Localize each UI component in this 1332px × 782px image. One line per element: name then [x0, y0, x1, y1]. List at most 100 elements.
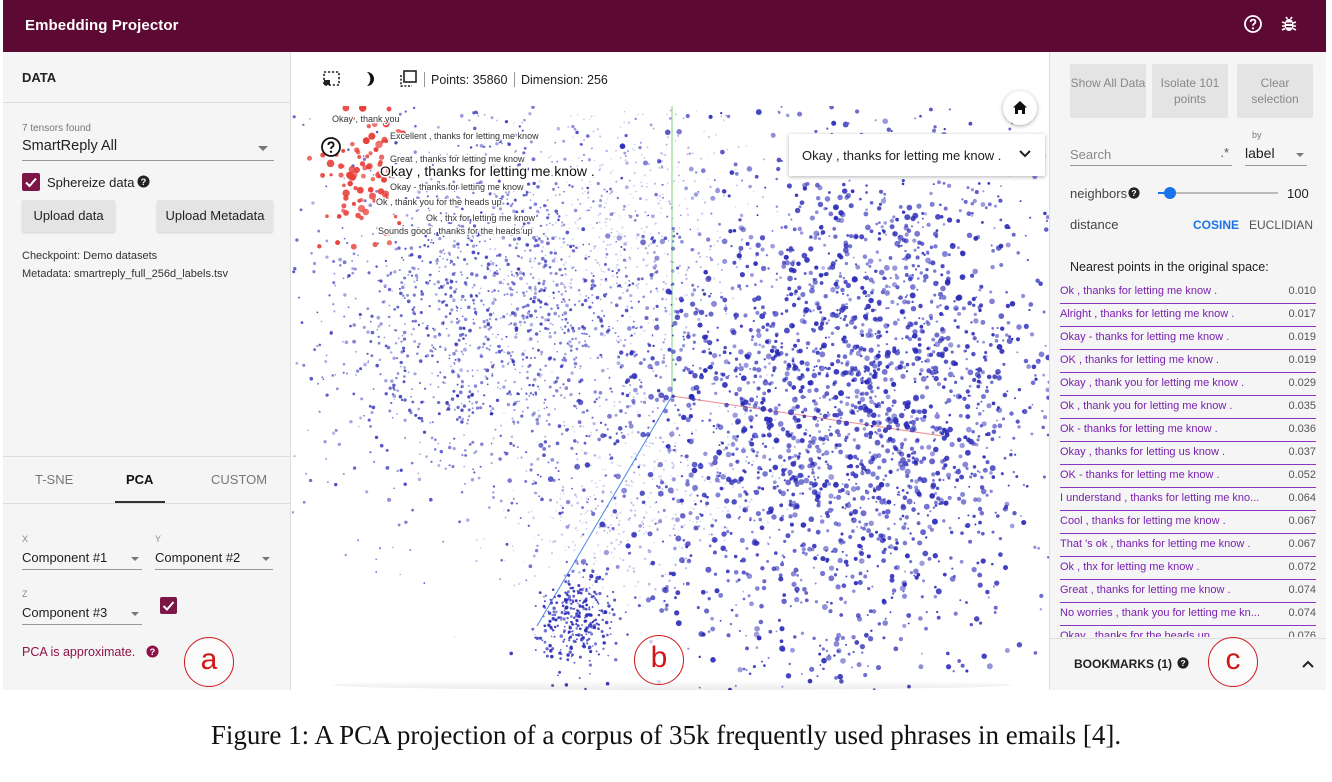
tensor-select[interactable]: SmartReply All [22, 137, 274, 161]
data-point [931, 431, 935, 435]
y-axis-label: Y [155, 534, 162, 544]
data-point [629, 498, 632, 501]
tab-tsne[interactable]: T-SNE [35, 472, 74, 487]
data-point [482, 346, 484, 349]
data-point [409, 246, 414, 250]
data-point [588, 255, 590, 258]
data-point [876, 206, 882, 211]
data-point [343, 177, 346, 180]
selection-mode-icon[interactable] [323, 71, 340, 86]
bug-report-icon[interactable] [1279, 14, 1299, 34]
data-point [511, 360, 516, 364]
data-point [571, 599, 574, 602]
data-point [448, 253, 451, 256]
scatter-plot-canvas[interactable]: Okay , thank you Excellent , thanks for … [292, 106, 1049, 690]
data-point [948, 526, 952, 530]
x-component-select[interactable]: Component #1 [22, 548, 142, 570]
data-point [568, 626, 572, 630]
help-icon[interactable] [1243, 14, 1263, 34]
data-point [587, 631, 590, 634]
data-point [390, 401, 393, 405]
data-point [696, 390, 701, 395]
data-point [505, 256, 507, 258]
tab-custom[interactable]: CUSTOM [211, 472, 268, 487]
sphereize-checkbox[interactable] [22, 173, 40, 191]
data-point [677, 529, 679, 531]
data-point [947, 495, 952, 500]
data-point [761, 521, 763, 524]
data-point [653, 260, 656, 263]
data-point [668, 451, 671, 454]
data-point [499, 229, 502, 233]
data-point [745, 241, 750, 246]
data-point [393, 487, 395, 489]
data-point [580, 634, 583, 637]
data-point [596, 182, 600, 186]
labels-3d-icon[interactable] [400, 70, 417, 87]
data-point [546, 224, 548, 226]
data-point [923, 322, 926, 325]
data-point [398, 394, 403, 399]
data-point [581, 344, 585, 348]
data-point [466, 518, 470, 522]
data-point [817, 371, 822, 376]
data-point [628, 283, 631, 287]
data-point [406, 299, 411, 304]
z-component-select[interactable]: Component #3 [22, 603, 142, 625]
z-component-checkbox[interactable] [160, 597, 177, 614]
data-point [662, 468, 665, 471]
data-point [456, 242, 460, 246]
data-point [507, 363, 509, 365]
data-point [471, 411, 475, 414]
data-point [845, 490, 850, 495]
upload-data-button[interactable]: Upload data [22, 200, 115, 232]
data-point [926, 514, 930, 517]
night-mode-icon[interactable] [364, 71, 378, 87]
data-point [437, 442, 440, 445]
data-point [461, 294, 465, 299]
data-point [850, 410, 855, 415]
data-point [900, 445, 904, 450]
data-point [793, 445, 796, 448]
data-point [366, 307, 370, 311]
data-point [349, 324, 352, 328]
data-point [532, 181, 536, 186]
data-point [990, 380, 994, 385]
data-point [780, 226, 784, 229]
tab-pca[interactable]: PCA [126, 472, 154, 487]
data-point [554, 249, 556, 251]
data-point [474, 400, 479, 404]
data-point [855, 464, 860, 469]
data-point [976, 438, 980, 442]
data-point [568, 227, 570, 229]
y-component-select[interactable]: Component #2 [155, 548, 273, 570]
upload-metadata-button[interactable]: Upload Metadata [157, 200, 273, 232]
data-point [393, 308, 396, 311]
data-point [673, 586, 676, 590]
data-point [570, 602, 573, 606]
data-point [588, 623, 592, 628]
data-point [333, 272, 336, 275]
data-point [1022, 483, 1026, 487]
data-point [568, 601, 571, 604]
data-point [634, 210, 637, 212]
data-point [589, 357, 592, 360]
help-icon[interactable]: ? [137, 175, 150, 188]
data-point [687, 464, 690, 466]
data-point [605, 473, 608, 477]
data-point [684, 295, 686, 297]
data-point [734, 168, 737, 171]
data-point [394, 172, 396, 175]
data-point [989, 471, 993, 475]
data-point [553, 331, 557, 335]
data-point [859, 643, 866, 650]
data-point [874, 395, 877, 398]
data-point [504, 451, 509, 456]
data-point [472, 236, 475, 239]
data-point [639, 385, 643, 389]
help-icon[interactable]: ? [146, 645, 159, 658]
data-point [788, 514, 793, 519]
data-point [499, 499, 503, 503]
data-point [875, 475, 880, 480]
data-point [923, 253, 926, 256]
